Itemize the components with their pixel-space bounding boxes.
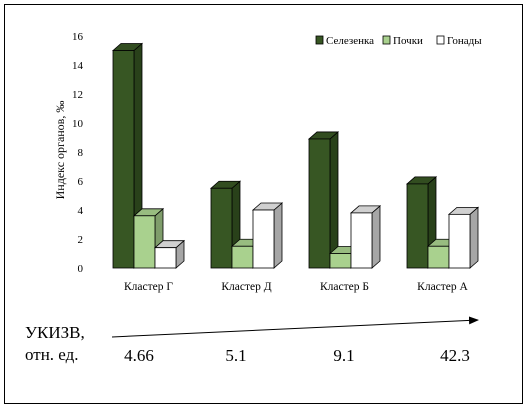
y-tick-label-8: 8 [78,147,84,159]
x-category-label: Кластер А [417,281,468,293]
legend-label: Почки [393,35,423,47]
y-tick-label-4: 4 [78,205,84,217]
legend-item-Селезенка: Селезенка [315,35,374,47]
footer-label: УКИЗВ, отн. ед. [25,322,85,366]
bar-front [112,50,135,269]
legend-item-Почки: Почки [382,35,423,47]
bar-side [273,202,283,269]
bar-Гонады-Кластер А [447,206,480,269]
footer-value-4: 42.3 [440,346,470,365]
bar-Гонады-Кластер Д [251,202,284,269]
footer-label-line1: УКИЗВ, [25,323,85,342]
bar-Селезенка-Кластер Д [209,180,242,269]
bar-front [427,245,450,269]
y-tick-label-2: 2 [78,234,84,246]
bar-front [252,209,275,269]
bar-Гонады-Кластер Г [153,239,186,269]
bar-Селезенка-Кластер Б [307,131,340,269]
y-tick-label-16: 16 [72,31,84,43]
bar-side [371,205,381,269]
bar-front [308,138,331,269]
legend-swatch [315,35,324,45]
y-tick-label-12: 12 [72,89,83,101]
bar-front [231,245,254,269]
bar-front [448,213,471,269]
bar-side [469,206,479,269]
bar-front [133,215,156,269]
legend: Селезенка Почки Гонады [315,35,482,47]
legend-label: Селезенка [326,35,374,47]
bar-front [210,187,233,269]
bar-front [350,212,373,269]
footer-value-2: 5.1 [225,346,247,365]
y-axis-label: Индекс органов, ‰ [53,101,67,200]
bar-front [329,253,352,269]
legend-item-Гонады: Гонады [436,35,482,47]
legend-swatch [436,35,445,45]
footer-value-3: 9.1 [333,346,355,365]
footer-label-line2: отн. ед. [25,345,79,364]
y-tick-label-14: 14 [72,60,84,72]
y-tick-label-0: 0 [78,263,84,275]
bar-front [154,247,177,269]
y-tick-label-6: 6 [78,176,84,188]
x-category-label: Кластер Г [124,281,173,293]
bar-front [406,183,429,269]
y-tick-label-10: 10 [72,118,84,130]
ukizv-trend-arrow [111,316,479,338]
legend-swatch [382,35,391,45]
footer-value-1: 4.66 [124,346,154,365]
x-category-label: Кластер Б [320,281,369,293]
bars [111,42,480,269]
axes: 0 2 4 6 8 10 12 14 16 Кластер Г Кластер Д Кластер Б… [72,31,469,293]
bar-Гонады-Кластер Б [349,205,382,269]
legend-label: Гонады [447,35,482,47]
x-category-label: Кластер Д [221,281,271,293]
